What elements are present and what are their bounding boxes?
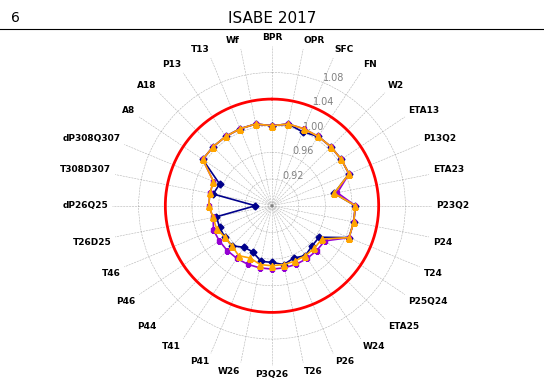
Text: 6: 6 xyxy=(11,11,20,26)
Text: OPR: OPR xyxy=(304,36,325,45)
Text: T26: T26 xyxy=(304,367,323,376)
Text: P25Q24: P25Q24 xyxy=(409,297,448,306)
Text: W2: W2 xyxy=(388,81,404,90)
Text: P13: P13 xyxy=(162,60,181,69)
Text: P13Q2: P13Q2 xyxy=(424,134,456,143)
Text: P26: P26 xyxy=(335,357,354,366)
Text: BPR: BPR xyxy=(262,33,282,42)
Text: ISABE 2017: ISABE 2017 xyxy=(228,11,316,26)
Text: T13: T13 xyxy=(190,45,209,54)
Text: W26: W26 xyxy=(218,367,240,376)
Text: ETA23: ETA23 xyxy=(433,165,464,174)
Text: P46: P46 xyxy=(116,297,135,306)
Text: ETA25: ETA25 xyxy=(388,322,419,331)
Text: A8: A8 xyxy=(122,106,135,115)
Text: SFC: SFC xyxy=(335,45,354,54)
Text: T26D25: T26D25 xyxy=(72,238,111,247)
Text: ETA13: ETA13 xyxy=(409,106,440,115)
Text: P3Q26: P3Q26 xyxy=(256,370,288,379)
Text: P23Q2: P23Q2 xyxy=(436,201,469,210)
Text: P41: P41 xyxy=(190,357,209,366)
Text: P44: P44 xyxy=(137,322,156,331)
Text: dP308Q307: dP308Q307 xyxy=(63,134,120,143)
Text: T24: T24 xyxy=(424,269,442,277)
Text: A18: A18 xyxy=(137,81,156,90)
Text: Wf: Wf xyxy=(226,36,240,45)
Text: FN: FN xyxy=(363,60,377,69)
Text: T41: T41 xyxy=(162,342,181,351)
Text: P24: P24 xyxy=(433,238,452,247)
Text: dP26Q25: dP26Q25 xyxy=(62,201,108,210)
Text: T308D307: T308D307 xyxy=(60,165,111,174)
Text: T46: T46 xyxy=(102,269,120,277)
Text: W24: W24 xyxy=(363,342,386,351)
